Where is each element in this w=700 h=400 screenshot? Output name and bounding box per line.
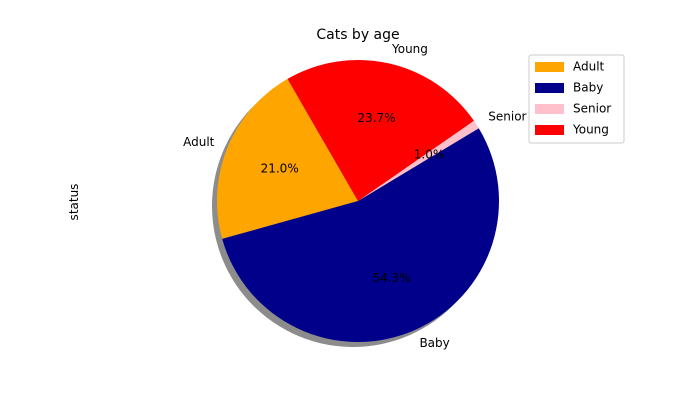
legend-label-young: Young — [572, 123, 609, 137]
legend-swatch-young — [535, 125, 564, 135]
legend-label-senior: Senior — [573, 102, 611, 116]
slice-label-baby: Baby — [419, 336, 449, 350]
slice-labels: Adult Baby Senior Young — [183, 42, 526, 350]
pie-slice-senior — [358, 120, 479, 201]
legend-swatch-senior — [535, 104, 564, 114]
pie-slice-baby — [222, 128, 500, 343]
chart-title: Cats by age — [316, 27, 399, 43]
slice-percent-young: 23.7% — [357, 111, 395, 125]
legend-frame — [528, 54, 625, 144]
legend-label-adult: Adult — [573, 60, 605, 74]
legend-swatch-baby — [535, 83, 564, 93]
slice-label-adult: Adult — [183, 135, 215, 149]
legend-label-baby: Baby — [573, 81, 603, 95]
slice-label-young: Young — [391, 42, 428, 56]
slice-label-senior: Senior — [488, 109, 526, 123]
pie-slices — [216, 59, 500, 343]
legend-swatch-adult — [535, 62, 564, 72]
slice-percent-baby: 54.3% — [372, 271, 410, 285]
legend: Adult Baby Senior Young — [528, 54, 625, 144]
y-axis-label: status — [67, 184, 81, 221]
pie-slice-adult — [216, 78, 358, 239]
slice-percent-labels: 21.0% 54.3% 1.0% 23.7% — [261, 111, 445, 285]
pie-slice-young — [287, 59, 474, 201]
slice-percent-adult: 21.0% — [261, 162, 299, 176]
slice-percent-senior: 1.0% — [414, 148, 445, 162]
